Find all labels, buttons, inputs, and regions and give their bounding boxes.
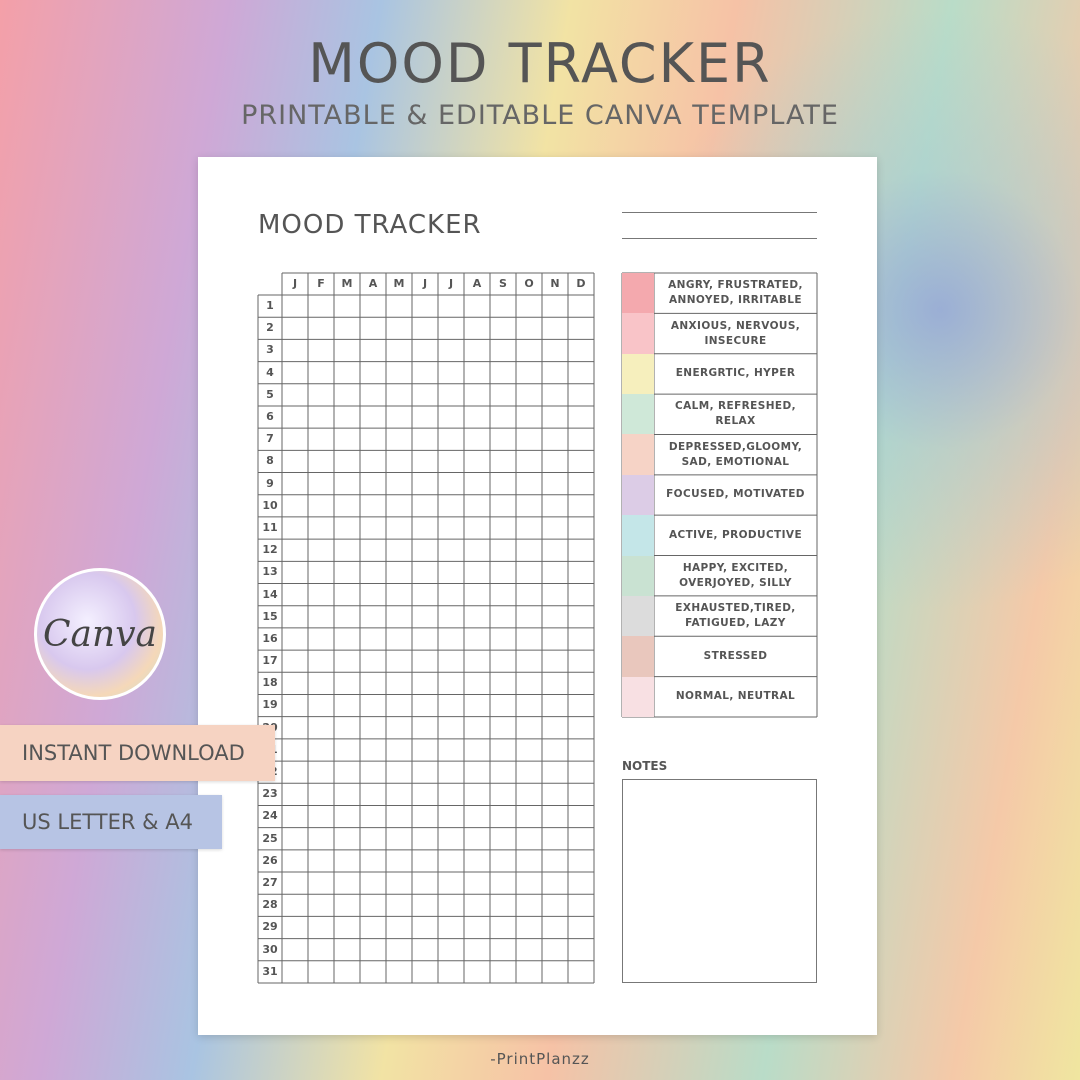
day-label: 6: [266, 409, 274, 423]
legend-swatch: [622, 313, 654, 354]
notes-label: NOTES: [622, 759, 668, 773]
day-label: 26: [262, 853, 278, 867]
legend-label: NORMAL, NEUTRAL: [654, 677, 817, 717]
month-label: A: [472, 277, 482, 290]
legend-text: ANXIOUS, NERVOUS,: [670, 319, 801, 332]
day-label: 5: [266, 387, 274, 401]
day-label: 10: [262, 498, 278, 512]
legend-swatch: [622, 555, 654, 596]
sheet-title: MOOD TRACKER: [258, 210, 482, 240]
legend-swatch: [622, 676, 654, 717]
day-label: 2: [266, 321, 274, 335]
month-label: D: [576, 277, 586, 290]
month-label: O: [524, 277, 534, 290]
day-label: 11: [262, 520, 278, 534]
legend-label: ANGRY, FRUSTRATED, ANNOYED, IRRITABLE: [654, 273, 817, 313]
day-label: 8: [266, 454, 274, 468]
day-label: 30: [262, 942, 278, 956]
legend-text: NORMAL, NEUTRAL: [675, 690, 796, 703]
month-label: M: [341, 277, 353, 290]
day-label: 25: [262, 831, 278, 845]
legend-label: DEPRESSED,GLOOMY, SAD, EMOTIONAL: [654, 434, 817, 474]
day-label: 28: [262, 898, 278, 912]
day-label: 18: [262, 676, 278, 690]
month-label: A: [368, 277, 378, 290]
name-line: [622, 212, 817, 213]
legend-label: FOCUSED, MOTIVATED: [654, 475, 817, 515]
day-label: 14: [262, 587, 278, 601]
legend-swatch: [622, 636, 654, 677]
month-label: F: [317, 277, 325, 290]
day-label: 17: [262, 654, 278, 668]
legend-label: CALM, REFRESHED, RELAX: [654, 394, 817, 434]
legend-text: HAPPY, EXCITED,: [682, 561, 789, 574]
notes-box: [622, 779, 817, 983]
day-label: 16: [262, 631, 278, 645]
legend-swatch: [622, 515, 654, 556]
legend-label: EXHAUSTED,TIRED, FATIGUED, LAZY: [654, 596, 817, 636]
day-label: 4: [266, 365, 274, 379]
footer: -PrintPlanzz: [490, 1050, 590, 1068]
legend-text: ENERGRTIC, HYPER: [675, 367, 796, 380]
name-line: [622, 238, 817, 239]
legend-swatch: [622, 353, 654, 395]
legend-text: ANGRY, FRUSTRATED,: [668, 279, 803, 292]
legend-text: OVERJOYED, SILLY: [679, 576, 792, 589]
badge: INSTANT DOWNLOAD: [0, 725, 275, 781]
day-label: 31: [262, 964, 278, 978]
legend-swatch: [622, 474, 654, 516]
legend-label: STRESSED: [654, 636, 817, 676]
month-label: S: [499, 277, 507, 290]
day-label: 7: [266, 432, 274, 446]
day-label: 12: [262, 543, 278, 557]
legend-text: FOCUSED, MOTIVATED: [666, 488, 805, 501]
legend-swatch: [622, 273, 654, 314]
legend-text: SAD, EMOTIONAL: [681, 455, 790, 468]
legend-text: EXHAUSTED,TIRED,: [675, 602, 796, 615]
legend-text: CALM, REFRESHED, RELAX: [675, 400, 796, 428]
day-label: 24: [262, 809, 278, 823]
legend-text: FATIGUED, LAZY: [685, 617, 786, 630]
legend-label: ENERGRTIC, HYPER: [654, 354, 817, 394]
legend-text: ACTIVE, PRODUCTIVE: [668, 528, 803, 541]
day-label: 29: [262, 920, 278, 934]
page-title: MOOD TRACKER: [308, 32, 772, 95]
legend-swatch: [622, 394, 654, 435]
month-label: J: [422, 277, 428, 290]
day-label: 15: [262, 609, 278, 623]
day-label: 19: [262, 698, 278, 712]
day-label: 13: [262, 565, 278, 579]
legend-text: STRESSED: [703, 649, 768, 662]
day-label: 23: [262, 787, 278, 801]
legend-swatch: [622, 434, 654, 475]
legend-label: HAPPY, EXCITED, OVERJOYED, SILLY: [654, 556, 817, 596]
day-label: 27: [262, 876, 278, 890]
legend-swatch: [622, 595, 654, 637]
legend-label: ANXIOUS, NERVOUS, INSECURE: [654, 313, 817, 353]
legend-text: ANNOYED, IRRITABLE: [669, 294, 802, 307]
page-subtitle: PRINTABLE & EDITABLE CANVA TEMPLATE: [241, 100, 839, 131]
canva-logo: Canva: [34, 568, 166, 700]
month-label: N: [550, 277, 560, 290]
day-label: 9: [266, 476, 274, 490]
day-label: 3: [266, 343, 274, 357]
month-label: J: [448, 277, 454, 290]
month-label: J: [292, 277, 298, 290]
badge: US LETTER & A4: [0, 795, 222, 849]
month-label: M: [393, 277, 405, 290]
legend-label: ACTIVE, PRODUCTIVE: [654, 515, 817, 555]
day-label: 1: [266, 299, 274, 312]
legend-text: DEPRESSED,GLOOMY,: [668, 440, 803, 453]
legend-text: INSECURE: [704, 334, 767, 347]
